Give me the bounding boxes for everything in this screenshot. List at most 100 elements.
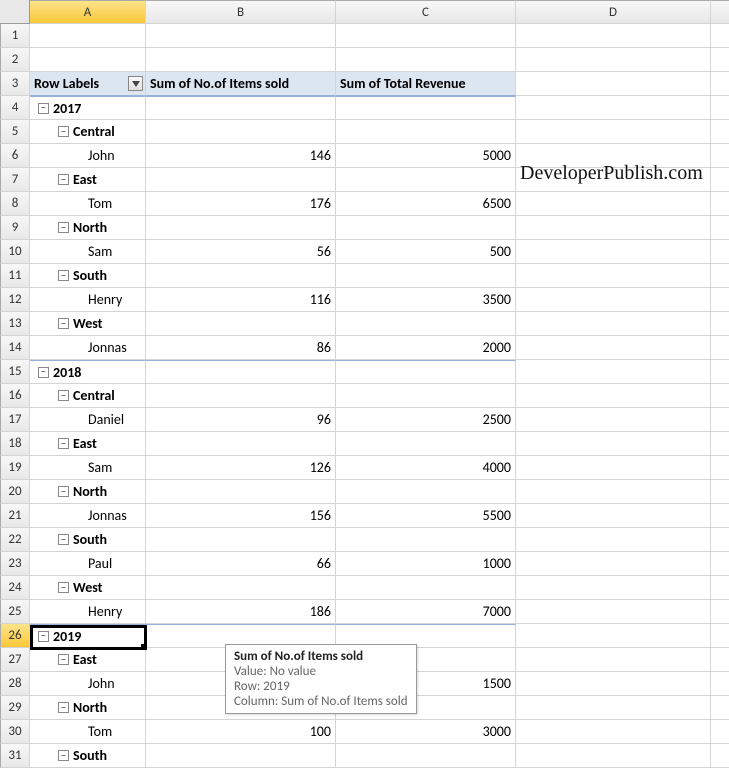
collapse-icon[interactable]: −	[58, 534, 69, 545]
cell-e-31[interactable]	[711, 744, 729, 768]
row-header-5[interactable]: 5	[0, 120, 30, 144]
cell-b-23[interactable]: 66	[146, 552, 336, 576]
cell-a-18[interactable]: −East	[30, 432, 146, 456]
cell-c-14[interactable]: 2000	[336, 336, 516, 360]
row-header-4[interactable]: 4	[0, 96, 30, 120]
cell-a-14[interactable]: Jonnas	[30, 336, 146, 360]
cell-b-12[interactable]: 116	[146, 288, 336, 312]
cell-a-2[interactable]	[30, 48, 146, 72]
collapse-icon[interactable]: −	[38, 367, 49, 378]
cell-d-23[interactable]	[516, 552, 711, 576]
cell-a-20[interactable]: −North	[30, 480, 146, 504]
row-header-17[interactable]: 17	[0, 408, 30, 432]
cell-d-10[interactable]	[516, 240, 711, 264]
row-header-10[interactable]: 10	[0, 240, 30, 264]
cell-b-20[interactable]	[146, 480, 336, 504]
collapse-icon[interactable]: −	[58, 702, 69, 713]
row-header-14[interactable]: 14	[0, 336, 30, 360]
cell-a-12[interactable]: Henry	[30, 288, 146, 312]
cell-d-4[interactable]	[516, 96, 711, 120]
cell-b-13[interactable]	[146, 312, 336, 336]
cell-b-10[interactable]: 56	[146, 240, 336, 264]
cell-a-13[interactable]: −West	[30, 312, 146, 336]
cell-c-1[interactable]	[336, 24, 516, 48]
cell-c-24[interactable]	[336, 576, 516, 600]
row-header-3[interactable]: 3	[0, 72, 30, 96]
cell-a-31[interactable]: −South	[30, 744, 146, 768]
row-header-7[interactable]: 7	[0, 168, 30, 192]
collapse-icon[interactable]: −	[58, 654, 69, 665]
row-header-24[interactable]: 24	[0, 576, 30, 600]
cell-b-6[interactable]: 146	[146, 144, 336, 168]
cell-c-9[interactable]	[336, 216, 516, 240]
cell-a-9[interactable]: −North	[30, 216, 146, 240]
cell-b-30[interactable]: 100	[146, 720, 336, 744]
cell-b-11[interactable]	[146, 264, 336, 288]
cell-a-17[interactable]: Daniel	[30, 408, 146, 432]
row-header-26[interactable]: 26	[0, 624, 30, 648]
row-header-20[interactable]: 20	[0, 480, 30, 504]
cell-e-19[interactable]	[711, 456, 729, 480]
row-header-16[interactable]: 16	[0, 384, 30, 408]
cell-b-25[interactable]: 186	[146, 600, 336, 624]
cell-b-2[interactable]	[146, 48, 336, 72]
cell-a-11[interactable]: −South	[30, 264, 146, 288]
collapse-icon[interactable]: −	[58, 126, 69, 137]
collapse-icon[interactable]: −	[58, 390, 69, 401]
cell-e-26[interactable]	[711, 624, 729, 648]
row-header-12[interactable]: 12	[0, 288, 30, 312]
cell-e-9[interactable]	[711, 216, 729, 240]
cell-e-28[interactable]	[711, 672, 729, 696]
cell-e-22[interactable]	[711, 528, 729, 552]
cell-e-6[interactable]	[711, 144, 729, 168]
collapse-icon[interactable]: −	[58, 438, 69, 449]
cell-a-30[interactable]: Tom	[30, 720, 146, 744]
cell-c-4[interactable]	[336, 96, 516, 120]
cell-d-17[interactable]	[516, 408, 711, 432]
cell-e-20[interactable]	[711, 480, 729, 504]
cell-a-22[interactable]: −South	[30, 528, 146, 552]
cell-c-13[interactable]	[336, 312, 516, 336]
cell-b-24[interactable]	[146, 576, 336, 600]
cell-e-8[interactable]	[711, 192, 729, 216]
col-header-blank[interactable]	[711, 0, 729, 24]
row-header-23[interactable]: 23	[0, 552, 30, 576]
cell-a-5[interactable]: −Central	[30, 120, 146, 144]
pivot-header-row-labels[interactable]: Row Labels	[30, 72, 146, 96]
cell-e-14[interactable]	[711, 336, 729, 360]
cell-e-1[interactable]	[711, 24, 729, 48]
cell-d-15[interactable]	[516, 360, 711, 384]
select-all-corner[interactable]	[0, 0, 30, 24]
collapse-icon[interactable]: −	[38, 103, 49, 114]
cell-a-7[interactable]: −East	[30, 168, 146, 192]
cell-e-11[interactable]	[711, 264, 729, 288]
cell-c-5[interactable]	[336, 120, 516, 144]
cell-a-8[interactable]: Tom	[30, 192, 146, 216]
row-header-25[interactable]: 25	[0, 600, 30, 624]
cell-e-24[interactable]	[711, 576, 729, 600]
cell-c-11[interactable]	[336, 264, 516, 288]
cell-b-18[interactable]	[146, 432, 336, 456]
cell-b-5[interactable]	[146, 120, 336, 144]
row-header-22[interactable]: 22	[0, 528, 30, 552]
cell-a-24[interactable]: −West	[30, 576, 146, 600]
cell-d-24[interactable]	[516, 576, 711, 600]
row-header-9[interactable]: 9	[0, 216, 30, 240]
cell-b-9[interactable]	[146, 216, 336, 240]
cell-d-16[interactable]	[516, 384, 711, 408]
cell-a-23[interactable]: Paul	[30, 552, 146, 576]
cell-c-22[interactable]	[336, 528, 516, 552]
cell-a-15[interactable]: −2018	[30, 360, 146, 384]
cell-c-17[interactable]: 2500	[336, 408, 516, 432]
cell-c-25[interactable]: 7000	[336, 600, 516, 624]
col-header-A[interactable]: A	[30, 0, 146, 24]
cell-e-16[interactable]	[711, 384, 729, 408]
cell-d-20[interactable]	[516, 480, 711, 504]
row-header-31[interactable]: 31	[0, 744, 30, 768]
cell-a-29[interactable]: −North	[30, 696, 146, 720]
cell-e-21[interactable]	[711, 504, 729, 528]
cell-d-9[interactable]	[516, 216, 711, 240]
col-header-B[interactable]: B	[146, 0, 336, 24]
cell-c-16[interactable]	[336, 384, 516, 408]
cell-e-23[interactable]	[711, 552, 729, 576]
